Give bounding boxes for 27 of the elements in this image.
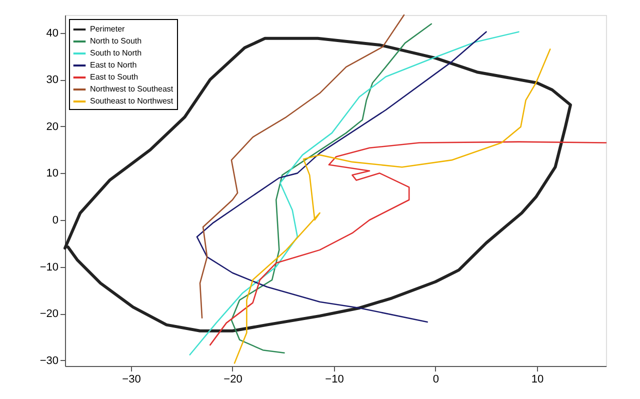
legend-label: Southeast to Northwest — [90, 96, 174, 106]
x-tick-label: 10 — [531, 374, 544, 386]
x-tick-label: −30 — [122, 374, 141, 386]
y-tick-label: 20 — [46, 120, 58, 133]
legend-label: Northwest to Southeast — [90, 84, 174, 94]
line-series — [199, 14, 405, 318]
line-series — [64, 36, 572, 332]
y-tick-label: 40 — [46, 27, 58, 40]
x-tick-label: 0 — [432, 374, 440, 386]
y-tick-label: −10 — [40, 261, 58, 274]
y-tick-label: 10 — [46, 168, 58, 180]
y-tick-label: −20 — [40, 308, 58, 320]
x-tick-label: −20 — [224, 374, 242, 386]
legend-label: East to North — [90, 60, 137, 70]
line-series — [234, 48, 551, 364]
line-series — [196, 31, 487, 323]
line-series — [230, 23, 432, 354]
legend-label: Perimeter — [90, 24, 126, 34]
y-tick-label: 0 — [52, 214, 58, 226]
line-series — [209, 141, 607, 346]
y-tick-label: 30 — [46, 74, 58, 86]
line-series — [189, 31, 520, 356]
legend-label: East to South — [90, 72, 138, 82]
y-tick-label: −30 — [40, 354, 58, 367]
x-tick-label: −10 — [325, 374, 344, 386]
legend-label: South to North — [90, 48, 142, 58]
legend-label: North to South — [90, 36, 142, 46]
